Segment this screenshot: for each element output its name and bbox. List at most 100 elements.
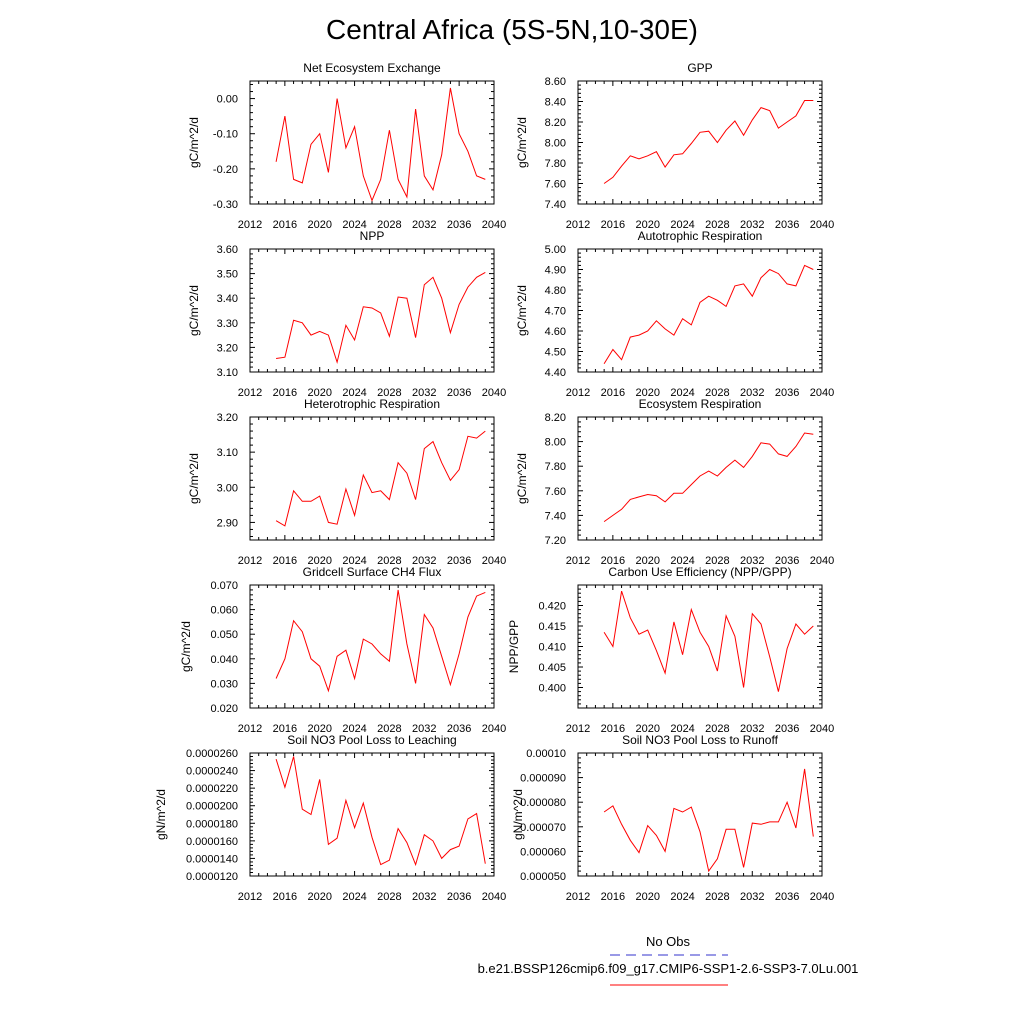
plot-frame xyxy=(249,584,495,709)
x-tick-label: 2020 xyxy=(635,891,659,903)
x-tick-label: 2032 xyxy=(740,723,764,735)
x-tick-label: 2028 xyxy=(377,891,401,903)
x-tick-label: 2036 xyxy=(447,387,471,399)
y-axis-label: NPP/GPP xyxy=(507,620,521,673)
panel-title: Carbon Use Efficiency (NPP/GPP) xyxy=(608,565,791,579)
x-tick-label: 2032 xyxy=(740,387,764,399)
x-tick-label: 2024 xyxy=(342,219,366,231)
panel-title: Soil NO3 Pool Loss to Leaching xyxy=(287,733,456,747)
x-tick-label: 2016 xyxy=(601,555,625,567)
x-tick-label: 2040 xyxy=(810,387,834,399)
y-tick-label: 0.0000120 xyxy=(186,871,238,883)
x-tick-label: 2012 xyxy=(238,387,262,399)
y-tick-label: 4.90 xyxy=(545,265,566,277)
x-tick-label: 2028 xyxy=(377,555,401,567)
y-tick-label: 0.0000240 xyxy=(186,766,238,778)
series-line xyxy=(275,756,486,867)
x-tick-label: 2012 xyxy=(566,555,590,567)
x-tick-label: 2036 xyxy=(447,219,471,231)
x-tick-label: 2024 xyxy=(670,723,694,735)
x-tick-label: 2020 xyxy=(635,219,659,231)
y-tick-label: 7.40 xyxy=(545,510,566,522)
x-tick-label: 2032 xyxy=(412,555,436,567)
panel-title: Ecosystem Respiration xyxy=(639,397,762,411)
y-tick-label: 4.60 xyxy=(545,326,566,338)
y-tick-label: 8.60 xyxy=(545,76,566,88)
series-line xyxy=(603,100,814,184)
y-axis-label: gC/m^2/d xyxy=(187,453,201,504)
y-tick-label: 0.0000180 xyxy=(186,818,238,830)
y-axis-label: gN/m^2/d xyxy=(154,789,168,840)
y-tick-label: 8.00 xyxy=(545,437,566,449)
series-line xyxy=(603,768,814,873)
y-tick-label: 0.420 xyxy=(538,601,566,613)
series-line xyxy=(603,264,814,365)
x-tick-label: 2024 xyxy=(670,387,694,399)
y-tick-label: 8.40 xyxy=(545,97,566,109)
legend: No Obs b.e21.BSSP126cmip6.f09_g17.CMIP6-… xyxy=(478,934,858,986)
y-tick-label: 0.000070 xyxy=(520,822,566,834)
y-tick-label: 3.40 xyxy=(217,293,238,305)
panel-title: Gridcell Surface CH4 Flux xyxy=(303,565,442,579)
y-tick-label: 0.0000220 xyxy=(186,783,238,795)
x-tick-label: 2028 xyxy=(705,891,729,903)
y-tick-label: 0.410 xyxy=(538,642,566,654)
plot-frame xyxy=(577,584,823,709)
x-tick-label: 2020 xyxy=(307,891,331,903)
x-tick-label: 2024 xyxy=(670,891,694,903)
x-tick-label: 2016 xyxy=(273,387,297,399)
y-tick-label: 0.00010 xyxy=(526,748,566,760)
x-tick-label: 2032 xyxy=(412,891,436,903)
chart-panel: 2012 2016 2020 2024 2028 2032 2036 2040 8.20 8.00… xyxy=(515,397,834,567)
panels: 2012 2016 2020 2024 2028 2032 2036 2040 0.00 -0.1… xyxy=(154,61,834,903)
x-tick-label: 2028 xyxy=(377,387,401,399)
x-tick-label: 2036 xyxy=(775,723,799,735)
y-tick-label: 0.030 xyxy=(210,678,238,690)
x-tick-label: 2012 xyxy=(566,891,590,903)
y-axis-label: gC/m^2/d xyxy=(515,285,529,336)
y-tick-label: 0.060 xyxy=(210,605,238,617)
y-tick-label: 7.60 xyxy=(545,179,566,191)
x-tick-label: 2028 xyxy=(377,219,401,231)
y-tick-label: 3.50 xyxy=(217,269,238,281)
y-tick-label: 0.020 xyxy=(210,703,238,715)
x-tick-label: 2032 xyxy=(740,891,764,903)
x-tick-label: 2020 xyxy=(635,387,659,399)
x-tick-label: 2016 xyxy=(273,219,297,231)
x-tick-label: 2036 xyxy=(775,219,799,231)
series-line xyxy=(603,432,814,523)
y-tick-label: 0.415 xyxy=(538,621,566,633)
series-line xyxy=(275,430,486,527)
x-tick-label: 2036 xyxy=(775,555,799,567)
x-tick-label: 2028 xyxy=(705,387,729,399)
x-tick-label: 2028 xyxy=(377,723,401,735)
x-tick-label: 2032 xyxy=(412,219,436,231)
chart-panel: 2012 2016 2020 2024 2028 2032 2036 2040 5.00 4.90… xyxy=(515,229,834,399)
y-tick-label: 0.070 xyxy=(210,580,238,592)
y-tick-label: 7.40 xyxy=(545,199,566,211)
panel-title: Soil NO3 Pool Loss to Runoff xyxy=(622,733,779,747)
x-tick-label: 2016 xyxy=(601,219,625,231)
plot-frame xyxy=(249,752,495,877)
x-tick-label: 2032 xyxy=(412,723,436,735)
x-tick-label: 2036 xyxy=(447,891,471,903)
y-tick-label: 3.60 xyxy=(217,244,238,256)
y-tick-label: 0.000080 xyxy=(520,797,566,809)
chart-panel: 2012 2016 2020 2024 2028 2032 2036 2040 0.000026… xyxy=(154,733,506,903)
y-tick-label: 4.70 xyxy=(545,306,566,318)
y-axis-label: gC/m^2/d xyxy=(179,621,193,672)
x-tick-label: 2016 xyxy=(273,723,297,735)
x-tick-label: 2012 xyxy=(566,219,590,231)
x-tick-label: 2016 xyxy=(273,555,297,567)
panel-title: Net Ecosystem Exchange xyxy=(303,61,441,75)
y-tick-label: 8.20 xyxy=(545,117,566,129)
x-tick-label: 2016 xyxy=(273,891,297,903)
y-tick-label: 3.10 xyxy=(217,367,238,379)
x-tick-label: 2040 xyxy=(482,219,506,231)
y-tick-label: 0.0000200 xyxy=(186,801,238,813)
panel-title: Heterotrophic Respiration xyxy=(304,397,440,411)
y-tick-label: 2.90 xyxy=(217,517,238,529)
y-tick-label: 4.40 xyxy=(545,367,566,379)
y-tick-label: 7.80 xyxy=(545,461,566,473)
y-tick-label: 0.00 xyxy=(217,94,238,106)
